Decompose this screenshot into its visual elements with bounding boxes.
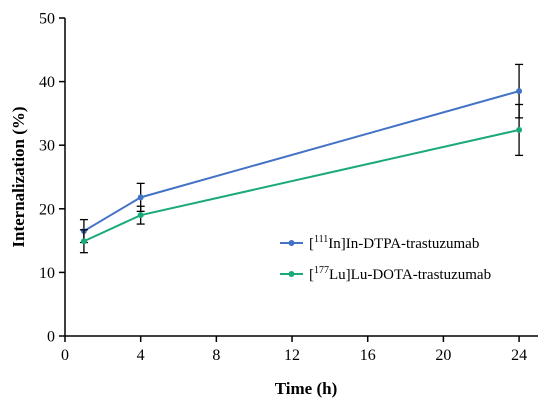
y-axis-title: Internalization (%) (9, 106, 28, 247)
data-point (137, 212, 144, 219)
y-tick-label: 10 (39, 265, 55, 282)
legend-marker-series-1 (288, 240, 295, 246)
legend-label-series-2: [177Lu]Lu-DOTA-trastuzumab (309, 265, 491, 283)
data-point (516, 126, 523, 133)
y-tick-label: 50 (39, 11, 55, 28)
y-tick-label: 0 (47, 329, 55, 346)
x-tick-label: 20 (435, 347, 451, 364)
x-axis-title: Time (h) (275, 379, 338, 398)
y-tick-label: 20 (39, 201, 55, 218)
series-layer (79, 63, 524, 254)
series-2 (79, 103, 524, 254)
x-tick-label: 4 (137, 347, 145, 364)
x-tick-label: 24 (511, 347, 527, 364)
x-tick-label: 16 (360, 347, 376, 364)
legend-marker-series-2 (288, 271, 295, 277)
x-axis-ticks: 0 4 8 12 16 20 24 (61, 336, 527, 364)
legend-label-series-1: [111In]In-DTPA-trastuzumab (309, 234, 479, 252)
data-point (80, 238, 87, 245)
data-point (516, 88, 523, 95)
y-tick-label: 40 (39, 74, 55, 91)
legend-item-series-1: [111In]In-DTPA-trastuzumab (280, 234, 479, 252)
series-line (83, 128, 520, 243)
series-1 (79, 63, 524, 244)
plot-area: 0 10 20 30 40 50 0 4 8 12 16 20 24 (39, 11, 538, 364)
data-point (137, 194, 144, 201)
legend: [111In]In-DTPA-trastuzumab [177Lu]Lu-DOT… (280, 234, 491, 283)
y-axis-ticks: 0 10 20 30 40 50 (39, 11, 65, 346)
y-tick-label: 30 (39, 138, 55, 155)
x-tick-label: 8 (212, 347, 220, 364)
series-line (83, 90, 520, 232)
x-tick-label: 0 (61, 347, 69, 364)
x-tick-label: 12 (284, 347, 300, 364)
legend-item-series-2: [177Lu]Lu-DOTA-trastuzumab (280, 265, 491, 283)
